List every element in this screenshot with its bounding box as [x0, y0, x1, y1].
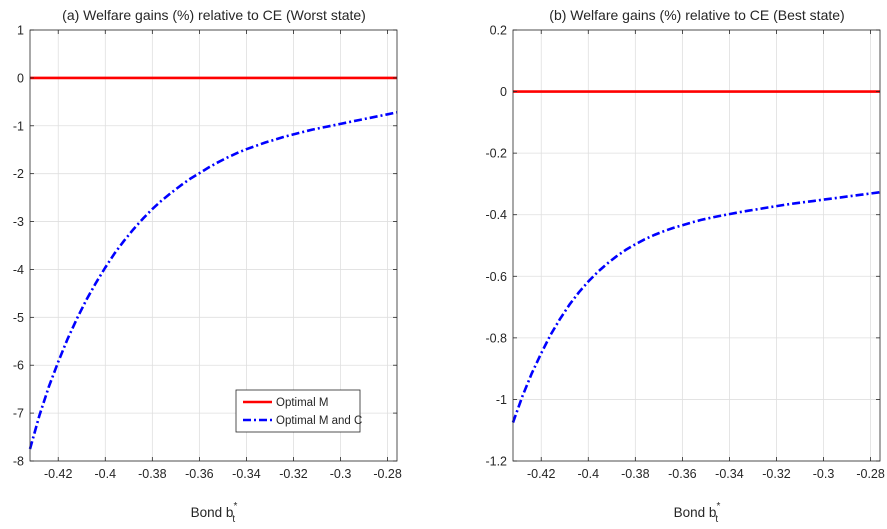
panel-a-x-axis-label-main: Bond b	[191, 505, 234, 520]
legend-label-optimal-m-and-c: Optimal M and C	[276, 415, 362, 427]
panel-b-y-tick-label: -0.6	[485, 270, 507, 284]
panel-b-y-tick-label: -1	[496, 393, 507, 407]
panel-a-ticks: -0.42 -0.4 -0.38 -0.36 -0.34 -0.32 -0.3 -0.28 1 0…	[13, 24, 402, 482]
panel-a-y-tick-label: -8	[13, 455, 24, 469]
panel-a-y-tick-label: -7	[13, 407, 24, 421]
panel-a-x-tick-label: -0.3	[330, 467, 352, 481]
panel-a-x-tick-label: -0.34	[232, 467, 261, 481]
panel-b-x-tick-label: -0.4	[578, 467, 600, 481]
panel-a-series-optimal-m-and-c	[28, 111, 398, 450]
panel-b-y-tick-label: -0.4	[485, 208, 507, 222]
panel-b-y-tick-label: -0.8	[485, 331, 507, 345]
panel-b-y-tick-label: -1.2	[485, 455, 507, 469]
panel-a-x-tick-label: -0.38	[138, 467, 167, 481]
panel-a-x-axis-label: Bond b* t	[191, 501, 238, 525]
panel-b-axes-box	[512, 29, 881, 462]
panel-a-y-tick-label: -3	[13, 215, 24, 229]
panel-a-y-tick-label: -6	[13, 359, 24, 373]
panel-a-y-tick-label: -5	[13, 311, 24, 325]
panel-b-series	[511, 90, 881, 423]
panel-a-y-tick-label: -2	[13, 167, 24, 181]
panel-b-x-axis-label: Bond b* t	[674, 501, 721, 525]
panel-b: (b) Welfare gains (%) relative to CE (Be…	[485, 7, 884, 525]
panel-a: (a) Welfare gains (%) relative to CE (Wo…	[13, 7, 402, 525]
panel-a-axes-box	[29, 29, 398, 462]
panel-b-series-optimal-m-and-c	[511, 190, 881, 423]
panel-a-y-tick-label: 1	[17, 24, 24, 38]
panel-b-title: (b) Welfare gains (%) relative to CE (Be…	[549, 7, 844, 23]
panel-a-x-axis-label-sub: t	[232, 514, 235, 525]
panel-b-grid	[513, 29, 880, 462]
panel-b-x-axis-label-sub: t	[715, 514, 718, 525]
panel-a-x-tick-label: -0.4	[95, 467, 117, 481]
panel-a-x-axis-label-sup: *	[233, 501, 237, 512]
legend-box	[235, 389, 361, 433]
panel-a-series	[28, 76, 398, 450]
panel-b-x-tick-label: -0.34	[715, 467, 744, 481]
panel-b-x-tick-label: -0.32	[762, 467, 791, 481]
panel-a-x-tick-label: -0.28	[373, 467, 402, 481]
panel-b-ticks: -0.42 -0.4 -0.38 -0.36 -0.34 -0.32 -0.3 -0.28 0.…	[485, 24, 884, 482]
panel-b-x-tick-label: -0.38	[621, 467, 650, 481]
panel-a-legend: Optimal M Optimal M and C	[235, 389, 362, 433]
panel-b-x-tick-label: -0.42	[527, 467, 556, 481]
panel-b-x-axis-label-sup: *	[716, 501, 720, 512]
panel-b-x-tick-label: -0.36	[668, 467, 697, 481]
panel-a-y-tick-label: 0	[17, 71, 24, 85]
panel-a-title: (a) Welfare gains (%) relative to CE (Wo…	[62, 7, 366, 23]
panel-a-y-tick-label: -4	[13, 263, 24, 277]
panel-b-x-axis-label-main: Bond b	[674, 505, 717, 520]
panel-a-x-tick-label: -0.36	[185, 467, 214, 481]
panel-b-y-tick-label: -0.2	[485, 147, 507, 161]
panel-b-y-tick-label: 0	[500, 85, 507, 99]
panel-b-x-tick-label: -0.28	[856, 467, 885, 481]
panel-b-y-tick-label: 0.2	[490, 24, 507, 38]
panel-b-x-tick-label: -0.3	[813, 467, 835, 481]
panel-a-x-tick-label: -0.42	[44, 467, 73, 481]
panel-a-x-tick-label: -0.32	[279, 467, 308, 481]
legend-label-optimal-m: Optimal M	[276, 397, 328, 409]
panel-a-y-tick-label: -1	[13, 119, 24, 133]
